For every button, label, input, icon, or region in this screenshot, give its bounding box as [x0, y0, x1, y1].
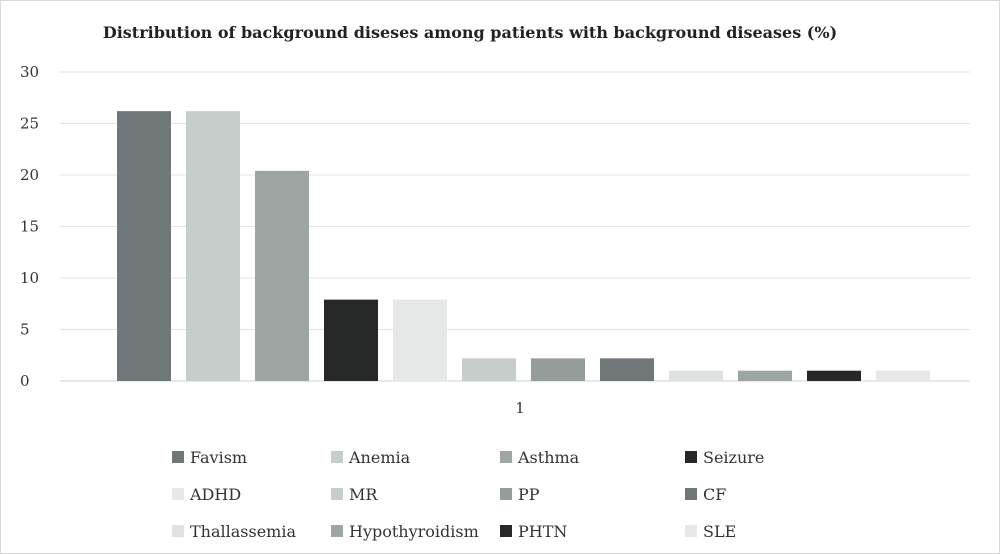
legend-label-favism: Favism — [190, 448, 247, 467]
bar-pp — [531, 358, 585, 381]
bar-asthma — [255, 170, 309, 381]
y-tick-label: 15 — [20, 218, 39, 236]
legend-label-thallassemia: Thallassemia — [190, 522, 296, 541]
bars — [117, 111, 930, 381]
legend-label-mr: MR — [349, 485, 378, 504]
x-tick-label: 1 — [515, 399, 525, 417]
legend-label-phtn: PHTN — [518, 522, 567, 541]
legend-swatch-phtn — [500, 525, 512, 537]
legend-label-seizure: Seizure — [703, 448, 764, 467]
y-tick-label: 30 — [20, 63, 39, 81]
bar-mr — [462, 358, 516, 381]
bar-hypothyroidism — [738, 370, 792, 381]
bar-cf — [600, 358, 654, 381]
bar-favism — [117, 111, 171, 381]
legend-label-adhd: ADHD — [189, 485, 241, 504]
legend-label-cf: CF — [703, 485, 726, 504]
legend-label-anemia: Anemia — [348, 448, 411, 467]
legend-label-asthma: Asthma — [517, 448, 580, 467]
legend: Favism Anemia Asthma Seizure ADHD MR PP CF Thall… — [172, 448, 764, 541]
legend-swatch-anemia — [331, 451, 343, 463]
legend-label-sle: SLE — [703, 522, 736, 541]
bar-thallassemia — [669, 370, 723, 381]
legend-swatch-seizure — [685, 451, 697, 463]
y-tick-label: 0 — [20, 372, 30, 390]
legend-swatch-sle — [685, 525, 697, 537]
legend-swatch-asthma — [500, 451, 512, 463]
legend-swatch-hypothyroidism — [331, 525, 343, 537]
y-tick-label: 10 — [20, 269, 39, 287]
y-tick-label: 5 — [20, 321, 30, 339]
y-tick-label: 25 — [20, 115, 39, 133]
bar-anemia — [186, 111, 240, 381]
bar-adhd — [393, 299, 447, 381]
legend-swatch-cf — [685, 488, 697, 500]
legend-label-hypothyroidism: Hypothyroidism — [349, 522, 479, 541]
bar-sle — [876, 370, 930, 381]
bar-seizure — [324, 299, 378, 381]
legend-swatch-favism — [172, 451, 184, 463]
legend-label-pp: PP — [518, 485, 540, 504]
y-tick-label: 20 — [20, 166, 39, 184]
legend-swatch-mr — [331, 488, 343, 500]
x-axis-ticks: 1 — [515, 399, 525, 417]
chart-title: Distribution of background diseses among… — [103, 23, 837, 42]
legend-swatch-pp — [500, 488, 512, 500]
legend-swatch-thallassemia — [172, 525, 184, 537]
legend-swatch-adhd — [172, 488, 184, 500]
bar-phtn — [807, 370, 861, 381]
y-axis-ticks: 0 5 10 15 20 25 30 — [20, 63, 39, 390]
